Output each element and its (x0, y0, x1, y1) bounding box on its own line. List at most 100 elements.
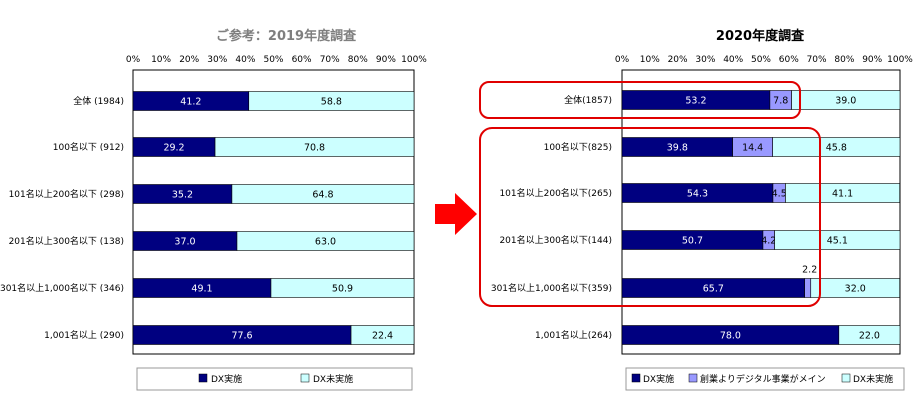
data-label: 45.1 (827, 236, 848, 247)
data-label: 63.0 (315, 237, 336, 248)
data-label: 32.0 (845, 284, 866, 295)
bar-segment (774, 230, 901, 250)
x-tick-label: 80% (348, 55, 368, 65)
bars: 41.2 58.8 29.2 70.8 35.2 64.8 37.0 63.0 49.1 50.9… (132, 91, 415, 345)
data-label: 4.2 (761, 236, 776, 247)
data-label: 45.8 (826, 143, 847, 154)
data-label: 58.8 (321, 97, 342, 108)
category-label: 301名以上1,000名以下(359) (491, 282, 612, 294)
legend-label: DX実施 (643, 373, 674, 385)
plot-area (621, 69, 901, 355)
x-tick-label: 50% (751, 55, 771, 65)
legend-swatch (688, 373, 698, 383)
category-label: 全体 (1984) (73, 95, 124, 107)
x-tick-label: 100% (401, 55, 427, 65)
x-axis-ticks: 0% 10% 20% 30% 40% 50% 60% 70% 80% 90% 100% (126, 55, 427, 65)
category-label: 1,001名以上(264) (535, 329, 612, 341)
category-label: 全体(1857) (564, 94, 612, 106)
x-tick-label: 60% (779, 55, 799, 65)
legend-swatch (631, 373, 641, 383)
x-tick-label: 40% (723, 55, 743, 65)
chart-2019: ご参考：2019年度調査 0% 10% 20% 30% 40% 50% 60% 70% 80% 9… (0, 28, 427, 391)
x-tick-label: 70% (807, 55, 827, 65)
category-label: 301名以上1,000名以下 (346) (0, 282, 124, 294)
bar-segment (270, 278, 415, 298)
data-label: 29.2 (163, 143, 184, 154)
data-label: 77.6 (231, 331, 252, 342)
category-label: 201名以上300名以下 (138) (9, 235, 124, 247)
legend-swatch (300, 373, 310, 383)
data-label: 64.8 (312, 190, 333, 201)
data-label: 41.1 (832, 189, 853, 200)
x-tick-label: 0% (126, 55, 141, 65)
legend-box (625, 367, 905, 391)
x-tick-label: 40% (235, 55, 255, 65)
category-label: 1,001名以上 (290) (44, 329, 124, 341)
arrow-icon (435, 193, 477, 235)
data-label: 7.8 (773, 96, 788, 107)
bar-segment (810, 278, 901, 298)
bar-segment (236, 231, 415, 251)
data-label: 41.2 (180, 97, 201, 108)
category-labels: 全体(1857) 100名以下(825) 101名以上200名以下(265) 201名… (491, 94, 612, 341)
legend-swatch (198, 373, 208, 383)
legend-label: DX実施 (211, 373, 242, 385)
x-tick-label: 0% (615, 55, 630, 65)
category-label: 101名以上200名以下(265) (499, 187, 612, 199)
x-tick-label: 20% (179, 55, 199, 65)
data-label: 65.7 (703, 284, 724, 295)
legend-label: 創業よりデジタル事業がメイン (700, 373, 826, 385)
x-tick-label: 30% (207, 55, 227, 65)
bar-segment (785, 183, 901, 203)
data-label: 70.8 (304, 143, 325, 154)
plot-area (132, 69, 415, 355)
bar-segment (350, 325, 415, 345)
data-label: 22.4 (372, 331, 393, 342)
bar-segment (838, 325, 901, 345)
chart-title: 2020年度調査 (716, 28, 805, 44)
data-label: 37.0 (174, 237, 195, 248)
x-tick-label: 10% (151, 55, 171, 65)
chart-title: ご参考：2019年度調査 (216, 28, 357, 44)
data-label: 50.7 (682, 236, 703, 247)
highlight-frame-total (479, 81, 801, 119)
data-label: 4.5 (772, 189, 787, 200)
x-tick-label: 50% (263, 55, 283, 65)
data-label: 14.4 (742, 143, 763, 154)
x-axis-ticks: 0% 10% 20% 30% 40% 50% 60% 70% 80% 90% 100% (615, 55, 913, 65)
x-tick-label: 70% (320, 55, 340, 65)
data-label: 49.1 (191, 284, 212, 295)
bar-segment (231, 184, 415, 204)
legend-label: DX未実施 (313, 373, 353, 385)
legend: DX実施 創業よりデジタル事業がメイン DX未実施 (625, 367, 905, 391)
category-label: 100名以下(825) (544, 141, 612, 153)
legend-box (136, 367, 413, 391)
legend: DX実施 DX未実施 (136, 367, 413, 391)
category-label: 100名以下 (912) (53, 141, 124, 153)
data-label: 35.2 (172, 190, 193, 201)
data-label: 39.0 (835, 96, 856, 107)
x-tick-label: 90% (376, 55, 396, 65)
bar-segment (772, 137, 901, 157)
legend-label: DX未実施 (853, 373, 893, 385)
data-label: 39.8 (667, 143, 688, 154)
chart-2020: 2020年度調査 0% 10% 20% 30% 40% 50% 60% 70% 80% 90% 10… (479, 28, 913, 391)
legend-swatch (841, 373, 851, 383)
data-label: 53.2 (685, 96, 706, 107)
bar-segment (791, 90, 901, 110)
bars: 53.2 7.8 39.0 39.8 14.4 45.8 54.3 4.5 41.1 50.7 4.… (621, 90, 901, 345)
category-label: 101名以上200名以下 (298) (9, 188, 124, 200)
category-label: 201名以上300名以下(144) (499, 234, 612, 246)
data-label: 78.0 (720, 331, 741, 342)
bar-segment (248, 91, 415, 111)
x-tick-label: 30% (695, 55, 715, 65)
data-label: 2.2 (802, 265, 817, 276)
x-tick-label: 60% (292, 55, 312, 65)
x-tick-label: 80% (834, 55, 854, 65)
category-labels: 全体 (1984) 100名以下 (912) 101名以上200名以下 (298) 2… (0, 95, 124, 341)
data-label: 54.3 (687, 189, 708, 200)
x-tick-label: 100% (887, 55, 913, 65)
highlight-frame-sizes (479, 127, 821, 307)
x-tick-label: 20% (668, 55, 688, 65)
